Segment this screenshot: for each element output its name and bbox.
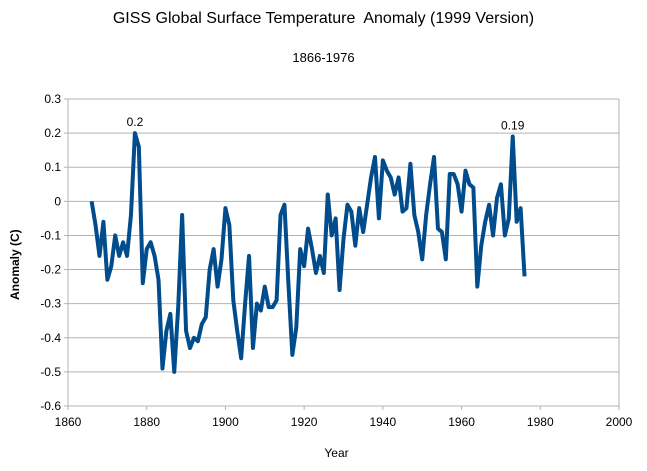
x-axis-label: Year	[324, 446, 349, 460]
x-tick-label: 1940	[370, 415, 397, 429]
x-tick-label: 1880	[133, 415, 160, 429]
series-line-0	[89, 131, 527, 374]
y-tick-label: -0.4	[40, 331, 61, 345]
axes	[64, 98, 620, 410]
y-tick-label: -0.1	[40, 228, 61, 242]
annotations: 0.2 0.19	[127, 115, 525, 132]
y-tick-labels: 0.3 0.2 0.1 0 -0.1 -0.2 -0.3 -0.4 -0.5 -0.6	[40, 92, 61, 413]
chart-title: GISS Global Surface Temperature Anomaly …	[112, 10, 535, 27]
data-label: 0.2	[127, 115, 144, 129]
x-tick-label: 1980	[527, 415, 554, 429]
x-tick-label: 2000	[606, 415, 633, 429]
y-tick-label: 0	[54, 194, 61, 208]
y-tick-label: 0.2	[44, 126, 61, 140]
x-tick-label: 1960	[448, 415, 475, 429]
x-tick-label: 1920	[291, 415, 318, 429]
y-tick-label: 0.3	[44, 92, 61, 106]
series-layer	[89, 131, 527, 374]
x-tick-label: 1860	[55, 415, 82, 429]
x-tick-labels: 1860 1880 1900 1920 1940 1960 1980 2000	[55, 415, 633, 429]
y-tick-label: 0.1	[44, 160, 61, 174]
gridlines	[68, 98, 619, 407]
y-tick-label: -0.2	[40, 263, 61, 277]
y-tick-label: -0.5	[40, 365, 61, 379]
y-tick-label: -0.3	[40, 297, 61, 311]
data-label: 0.19	[501, 119, 525, 133]
x-tick-label: 1900	[212, 415, 239, 429]
y-tick-label: -0.6	[40, 399, 61, 413]
chart-subtitle: 1866-1976	[292, 50, 355, 65]
